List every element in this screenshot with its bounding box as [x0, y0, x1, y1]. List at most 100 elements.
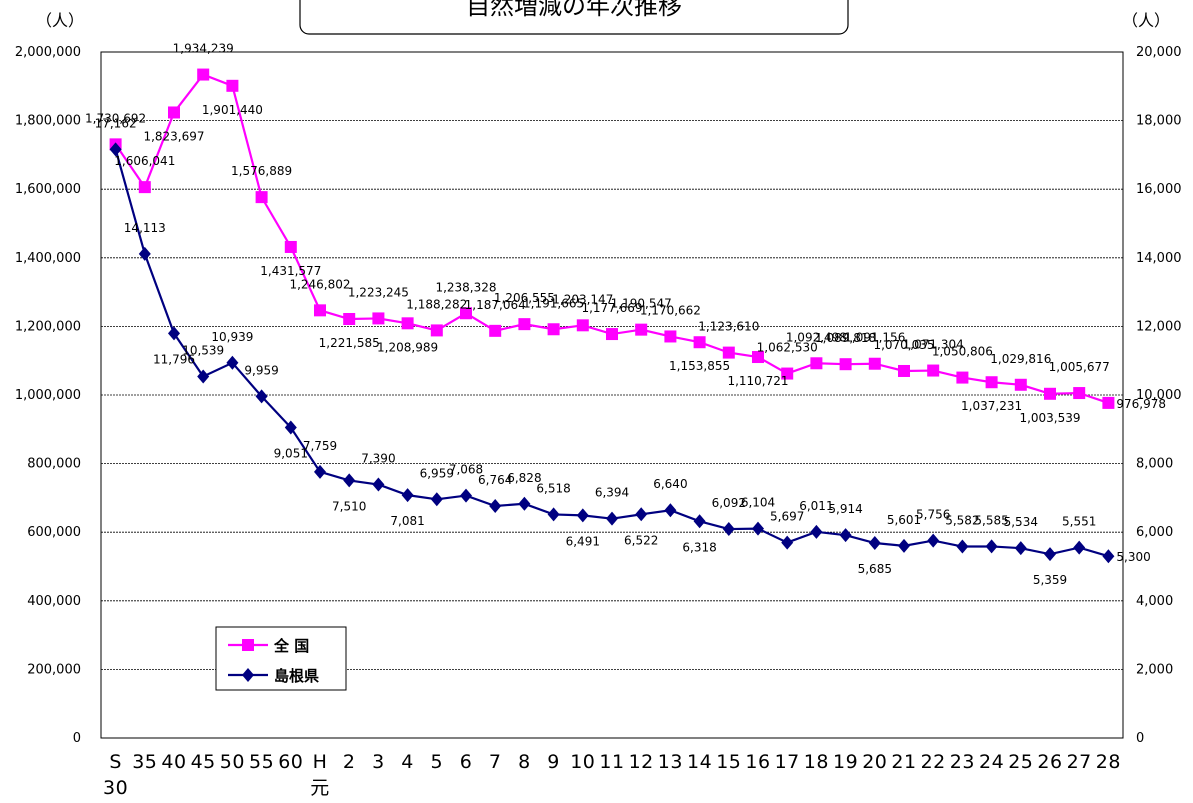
data-label-national: 1,153,855 — [669, 359, 730, 373]
data-point-shimane — [138, 246, 151, 261]
right-axis-unit: （人） — [1122, 11, 1170, 30]
x-tick-label: 13 — [658, 751, 683, 773]
right-tick-label: 14,000 — [1136, 251, 1182, 266]
data-point-national — [868, 357, 881, 370]
data-label-national: 1,246,802 — [289, 277, 350, 291]
data-point-shimane — [693, 514, 706, 529]
data-point-national — [606, 328, 618, 341]
data-label-national: 1,177,669 — [581, 301, 642, 315]
data-label-shimane: 5,685 — [858, 562, 892, 576]
data-point-shimane — [868, 536, 881, 551]
x-tick-label: 25 — [1008, 751, 1033, 773]
right-tick-label: 12,000 — [1136, 319, 1182, 334]
data-point-national — [635, 323, 648, 336]
x-tick-label: 55 — [249, 751, 274, 773]
x-tick-label: 元 — [310, 777, 330, 799]
data-label-national: 1,089,818 — [815, 331, 876, 345]
data-label-shimane: 7,390 — [361, 452, 395, 466]
data-point-national — [460, 307, 472, 320]
data-point-shimane — [635, 507, 648, 522]
x-tick-label: 5 — [431, 751, 444, 773]
left-tick-label: 0 — [73, 731, 81, 746]
data-label-shimane: 7,068 — [449, 463, 483, 477]
x-tick-label: 21 — [891, 751, 916, 773]
data-point-shimane — [606, 511, 618, 526]
data-point-shimane — [781, 535, 794, 550]
data-label-national: 1,071,304 — [903, 338, 964, 352]
data-label-national: 1,050,806 — [932, 345, 993, 359]
x-tick-label: 19 — [833, 751, 858, 773]
data-label-national: 1,062,530 — [757, 341, 818, 355]
x-tick-label: 60 — [278, 751, 303, 773]
x-tick-label: 23 — [950, 751, 975, 773]
data-label-national: 1,092,498 — [786, 330, 847, 344]
data-label-shimane: 9,051 — [274, 447, 308, 461]
data-point-national — [1073, 387, 1086, 400]
data-label-shimane: 5,359 — [1033, 573, 1067, 587]
data-label-shimane: 10,539 — [182, 344, 224, 358]
x-tick-label: 17 — [775, 751, 800, 773]
data-label-national: 1,203,147 — [552, 292, 613, 306]
data-label-national: 1,223,245 — [348, 285, 409, 299]
data-point-shimane — [197, 369, 210, 384]
data-point-shimane — [752, 521, 764, 536]
data-point-shimane — [1044, 547, 1056, 562]
right-tick-label: 4,000 — [1136, 594, 1173, 609]
right-tick-label: 18,000 — [1136, 114, 1182, 129]
data-label-national: 1,190,547 — [611, 297, 672, 311]
x-tick-label: 9 — [547, 751, 560, 773]
data-point-national — [284, 240, 297, 253]
data-point-national — [956, 371, 969, 384]
data-label-national: 1,187,064 — [465, 298, 526, 312]
x-tick-label: 26 — [1037, 751, 1062, 773]
gridlines — [101, 51, 1123, 670]
data-point-shimane — [1073, 540, 1086, 555]
data-label-national: 1,091,156 — [844, 331, 905, 345]
x-tick-label: 4 — [401, 751, 414, 773]
left-tick-label: 1,200,000 — [15, 319, 81, 334]
data-label-national: 1,123,610 — [698, 320, 759, 334]
data-point-shimane — [460, 488, 472, 503]
data-label-national: 1,005,677 — [1049, 360, 1110, 374]
left-axis-unit: （人） — [36, 11, 84, 30]
data-point-shimane — [810, 524, 823, 539]
data-label-national: 1,901,440 — [202, 103, 263, 117]
data-point-national — [547, 323, 560, 336]
data-point-shimane — [839, 528, 852, 543]
data-point-shimane — [1102, 549, 1115, 564]
data-point-shimane — [109, 142, 122, 157]
data-label-shimane: 17,162 — [95, 116, 137, 130]
data-label-national: 1,208,989 — [377, 340, 438, 354]
data-label-shimane: 14,113 — [124, 221, 166, 235]
x-tick-label: 2 — [343, 751, 356, 773]
data-label-shimane: 7,510 — [332, 499, 366, 513]
data-point-national — [664, 330, 677, 343]
right-tick-label: 0 — [1136, 731, 1144, 746]
data-label-shimane: 6,092 — [712, 496, 746, 510]
left-axis: 0 200,000 400,000 600,000 800,000 1,000,000 1,… — [15, 45, 81, 746]
data-label-national: 1,823,697 — [143, 129, 204, 143]
data-point-shimane — [489, 498, 502, 513]
data-point-shimane — [956, 539, 969, 554]
data-label-national: 1,070,035 — [873, 338, 934, 352]
data-label-shimane: 6,011 — [799, 499, 833, 513]
data-label-shimane: 5,551 — [1062, 515, 1096, 529]
data-point-shimane — [985, 539, 998, 554]
data-point-shimane — [430, 492, 443, 507]
data-label-shimane: 6,518 — [536, 481, 570, 495]
data-label-national: 976,978 — [1116, 397, 1166, 411]
data-point-shimane — [927, 533, 940, 548]
x-tick-label: 15 — [716, 751, 741, 773]
x-tick-label: 16 — [745, 751, 770, 773]
series-layer — [109, 68, 1115, 564]
data-label-shimane: 10,939 — [211, 330, 253, 344]
left-tick-label: 800,000 — [27, 457, 81, 472]
legend-label: 島根県 — [274, 667, 319, 685]
x-tick-label: 12 — [629, 751, 654, 773]
data-point-shimane — [168, 326, 180, 341]
data-label-shimane: 5,756 — [916, 508, 950, 522]
data-label-shimane: 5,914 — [828, 502, 862, 516]
data-label-shimane: 6,959 — [420, 466, 454, 480]
